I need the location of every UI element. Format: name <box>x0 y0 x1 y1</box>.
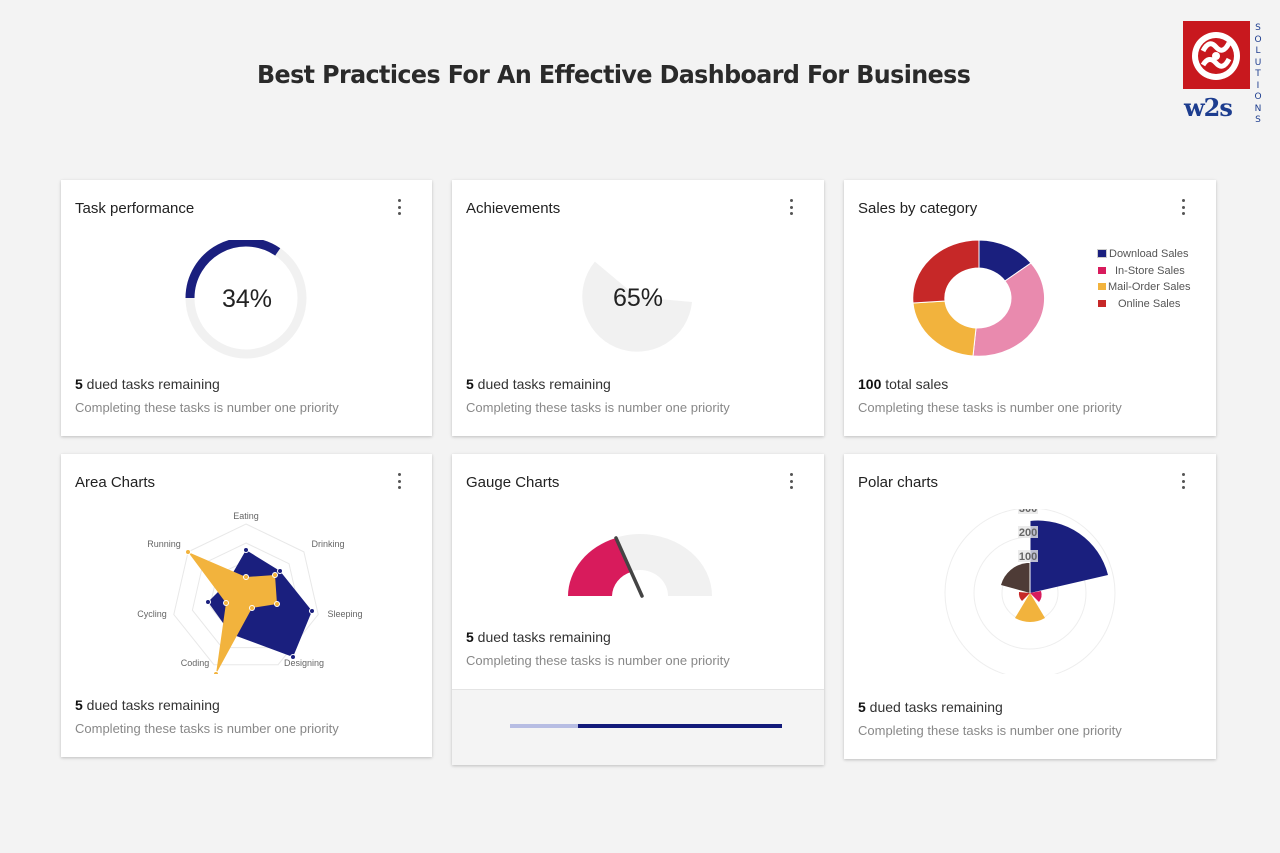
svg-text:300: 300 <box>1019 509 1037 515</box>
stat-line: 5 dued tasks remaining <box>858 699 1003 715</box>
card-title: Sales by category <box>858 200 978 217</box>
svg-text:Coding: Coding <box>181 658 210 668</box>
progress-bar <box>510 724 782 728</box>
card-sales-by-category: Sales by category Download Sales In-Stor… <box>844 180 1216 436</box>
card-subtitle: Completing these tasks is number one pri… <box>858 723 1122 738</box>
sales-legend: Download Sales In-Store Sales Mail-Order… <box>1097 246 1191 312</box>
logo-text: w2s <box>1184 93 1233 122</box>
more-options-icon[interactable] <box>396 473 402 489</box>
stat-line: 5 dued tasks remaining <box>75 697 220 713</box>
progress-fill <box>578 724 782 728</box>
stat-line: 100 total sales <box>858 376 949 392</box>
svg-text:Eating: Eating <box>233 511 259 521</box>
svg-text:Designing: Designing <box>284 658 324 668</box>
legend-item-online[interactable]: Online Sales <box>1097 296 1191 313</box>
card-title: Task performance <box>75 200 195 217</box>
card-title: Polar charts <box>858 474 939 491</box>
svg-text:Sleeping: Sleeping <box>327 609 362 619</box>
card-task-performance: Task performance 34% 5 dued tasks remain… <box>61 180 432 436</box>
card-title: Gauge Charts <box>466 474 560 491</box>
svg-text:Running: Running <box>147 539 181 549</box>
more-options-icon[interactable] <box>1180 473 1186 489</box>
achievements-pie-chart: 65% <box>582 261 692 352</box>
stat-line: 5 dued tasks remaining <box>466 376 611 392</box>
more-options-icon[interactable] <box>788 473 794 489</box>
more-options-icon[interactable] <box>396 199 402 215</box>
task-performance-ring-chart: 34% <box>185 240 307 359</box>
svg-text:Cycling: Cycling <box>137 609 167 619</box>
card-footer <box>452 689 824 765</box>
svg-text:100: 100 <box>1019 551 1037 563</box>
stat-line: 5 dued tasks remaining <box>75 376 220 392</box>
card-polar-charts: Polar charts 300 200 100 <box>844 454 1216 759</box>
card-subtitle: Completing these tasks is number one pri… <box>75 721 339 736</box>
more-options-icon[interactable] <box>788 199 794 215</box>
card-achievements: Achievements 65% 5 dued tasks remaining … <box>452 180 824 436</box>
card-title: Area Charts <box>75 474 156 491</box>
legend-item-in-store[interactable]: In-Store Sales <box>1097 263 1191 280</box>
svg-text:200: 200 <box>1019 527 1037 539</box>
legend-item-download[interactable]: Download Sales <box>1097 246 1191 263</box>
card-subtitle: Completing these tasks is number one pri… <box>466 653 730 668</box>
value-label: 34% <box>222 285 272 313</box>
svg-text:Drinking: Drinking <box>311 539 344 549</box>
sales-donut-chart <box>912 239 1045 357</box>
gauge-chart <box>568 534 712 598</box>
card-gauge-charts: Gauge Charts 5 dued tasks remaining Comp… <box>452 454 824 765</box>
card-subtitle: Completing these tasks is number one pri… <box>858 400 1122 415</box>
card-title: Achievements <box>466 200 561 217</box>
value-label: 65% <box>613 284 663 312</box>
polar-area-chart: 300 200 100 <box>944 509 1116 674</box>
logo-swirl-icon <box>1192 32 1240 80</box>
legend-item-mail-order[interactable]: Mail-Order Sales <box>1097 279 1191 296</box>
more-options-icon[interactable] <box>1180 199 1186 215</box>
card-area-charts: Area Charts Eating Drinking Sleeping De <box>61 454 432 757</box>
card-subtitle: Completing these tasks is number one pri… <box>466 400 730 415</box>
card-subtitle: Completing these tasks is number one pri… <box>75 400 339 415</box>
radar-chart: Eating Drinking Sleeping Designing Codin… <box>137 511 363 674</box>
page-title: Best Practices For An Effective Dashboar… <box>257 60 971 89</box>
stat-line: 5 dued tasks remaining <box>466 629 611 645</box>
